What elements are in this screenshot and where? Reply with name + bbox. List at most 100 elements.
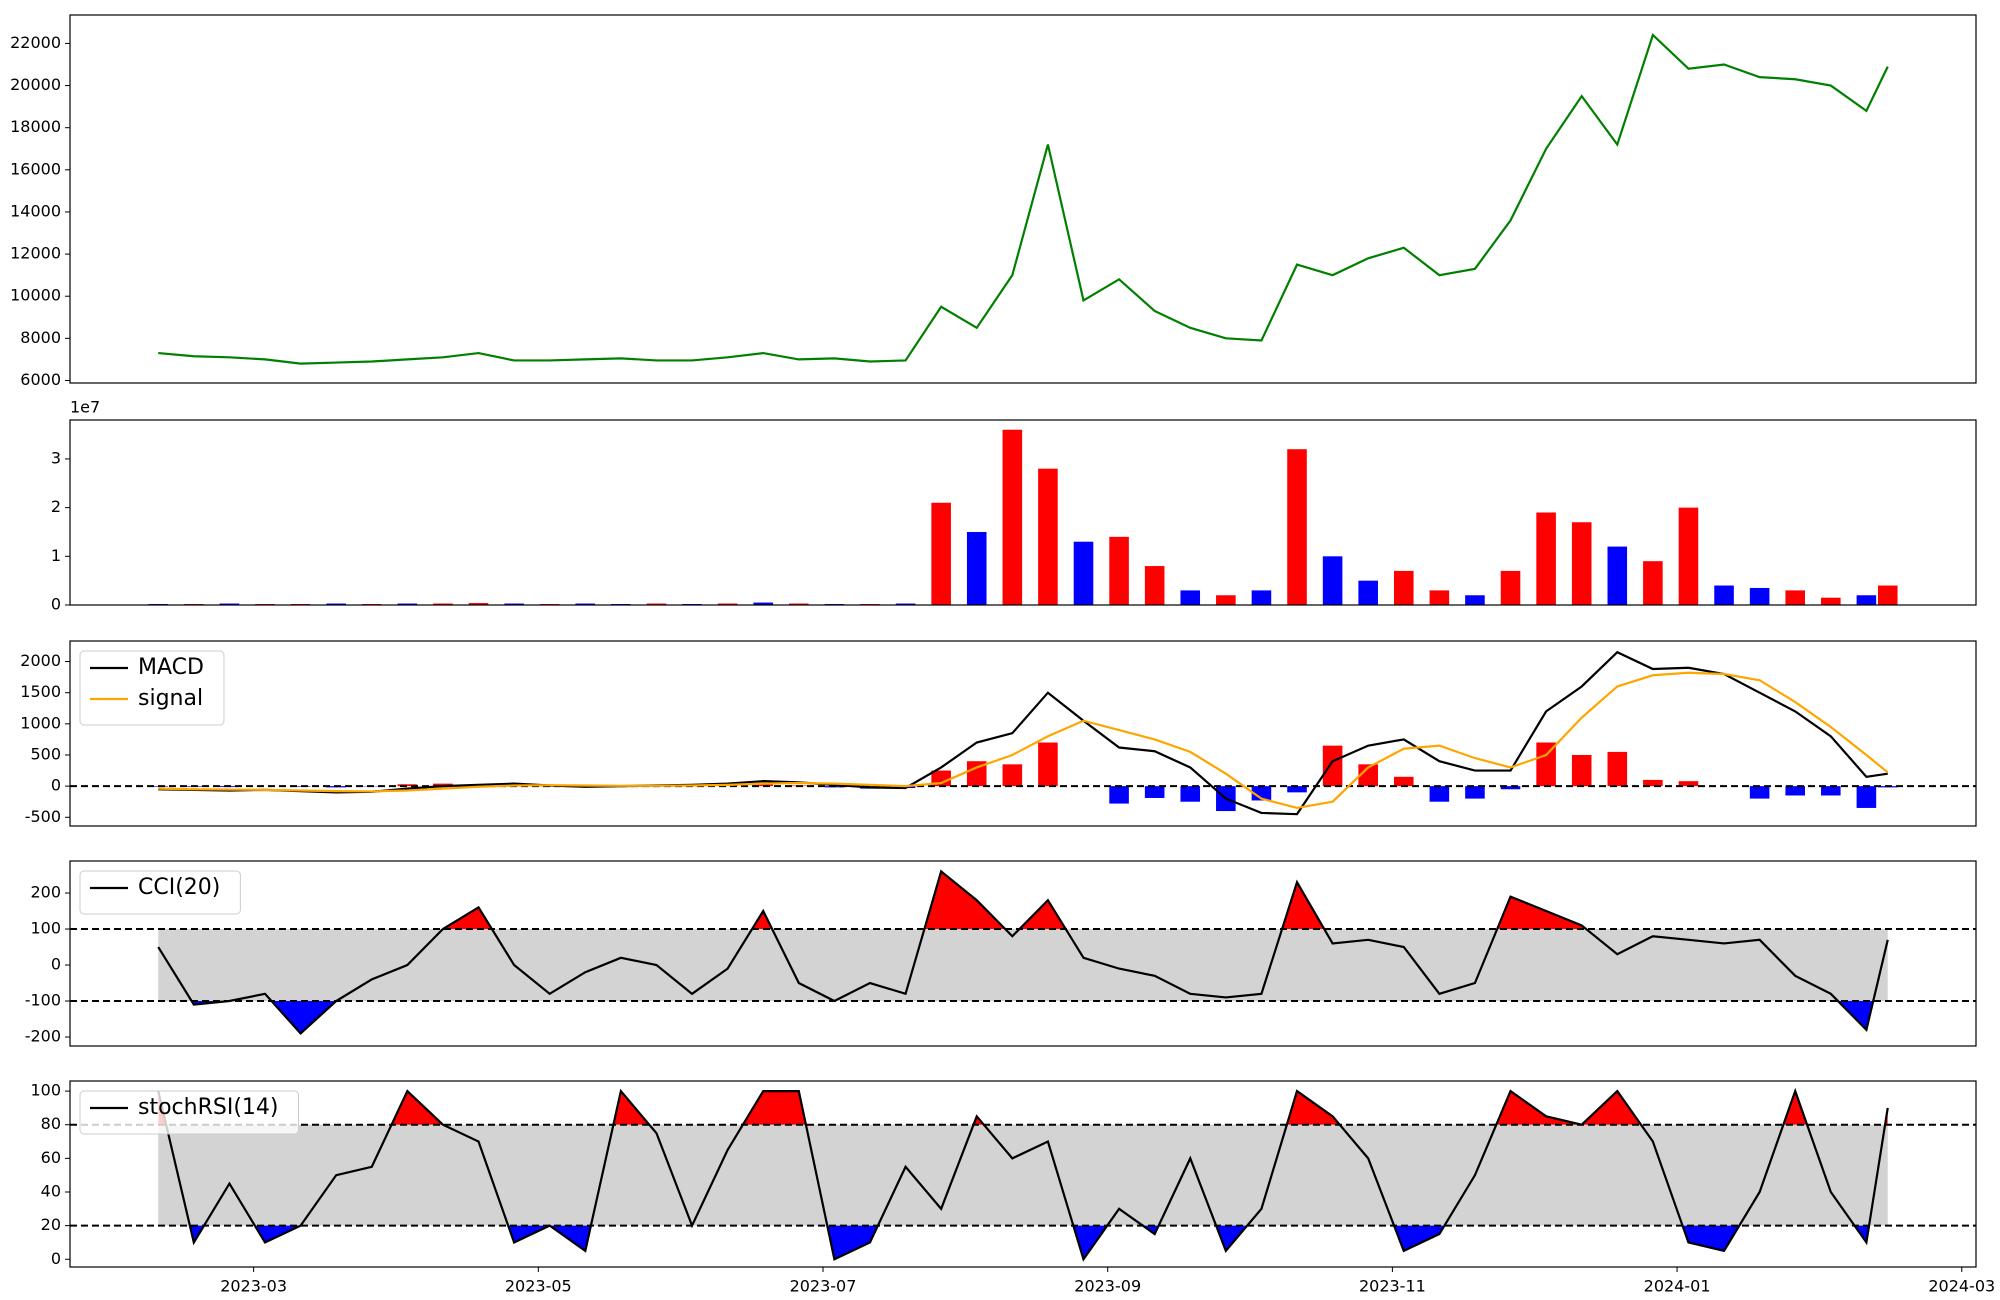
bar: [1678, 507, 1699, 605]
bar: [1785, 590, 1806, 605]
y-tick-label: 200: [30, 883, 61, 902]
bar: [468, 603, 489, 605]
y-tick-label: 100: [30, 919, 61, 938]
bar: [1038, 742, 1058, 787]
bar: [397, 784, 418, 787]
bar: [1002, 429, 1023, 605]
neutral-band: [158, 1124, 1888, 1226]
bar: [1251, 786, 1272, 801]
x-tick-label: 2023-03: [220, 1277, 287, 1296]
bar: [931, 770, 951, 787]
legend-box: [79, 870, 241, 915]
panel: -200 -100 0 100 200 CCI(20): [25, 860, 1977, 1047]
bar: [1785, 786, 1806, 796]
overbought-fill: [158, 1091, 1888, 1125]
line: [157, 1087, 1889, 1262]
y-tick-label: 1000: [20, 713, 61, 732]
bar: [1393, 776, 1414, 787]
bar: [1322, 745, 1343, 787]
bar: [1714, 585, 1734, 605]
x-tick-label: 2023-09: [1074, 1277, 1141, 1296]
y-tick-label: 60: [41, 1148, 61, 1167]
bar: [1038, 468, 1058, 605]
bar: [1216, 595, 1236, 605]
axes-frame: [69, 1080, 1977, 1268]
line: [158, 671, 1889, 810]
y-tick-label: 22000: [10, 33, 61, 52]
bar: [1571, 522, 1592, 605]
bar: [504, 603, 524, 605]
y-tick-label: -200: [25, 1027, 61, 1046]
bar: [966, 531, 987, 605]
bar: [1073, 541, 1094, 605]
y-tick-label: 20000: [10, 75, 61, 94]
bar: [1429, 786, 1450, 802]
y-tick-label: 2: [51, 497, 61, 516]
bar: [1429, 590, 1450, 605]
y-tick-label: -100: [25, 991, 61, 1010]
bar: [895, 603, 916, 605]
y-tick-label: 0: [51, 955, 61, 974]
y-tick-label: 80: [41, 1114, 61, 1133]
bar: [397, 603, 418, 605]
bar: [575, 603, 596, 605]
bar: [1821, 786, 1841, 796]
oversold-fill: [158, 1001, 1888, 1034]
bar: [753, 602, 774, 605]
legend-label: MACD: [138, 655, 204, 680]
bar: [717, 603, 738, 605]
y-tick-label: 3: [51, 448, 61, 467]
bar: [1607, 751, 1628, 787]
bar: [1749, 786, 1770, 799]
legend-label: CCI(20): [138, 875, 220, 900]
legend: stochRSI(14): [79, 1090, 299, 1135]
bar: [1678, 781, 1699, 787]
y-tick-label: 12000: [10, 244, 61, 263]
panel: -500 0 500 1000 1500 2000 MACD signal: [20, 640, 1977, 827]
bar: [1465, 786, 1485, 799]
overbought-fill: [158, 871, 1888, 930]
y-tick-label: 100: [30, 1081, 61, 1100]
x-tick-label: 2023-05: [505, 1277, 572, 1296]
y-tick-label: 0: [51, 595, 61, 614]
bar: [326, 603, 346, 605]
bar: [433, 603, 453, 605]
bar: [1821, 597, 1841, 605]
legend: MACD signal: [79, 650, 225, 726]
bar: [1287, 786, 1307, 793]
bar: [1877, 585, 1898, 605]
x-tick-label: 2023-11: [1359, 1277, 1426, 1296]
bar: [1144, 566, 1165, 605]
bar: [931, 502, 951, 605]
axes-frame: [69, 419, 1977, 606]
y-tick-label: 20: [41, 1215, 61, 1234]
y-tick-label: 14000: [10, 201, 61, 220]
bar: [1500, 570, 1521, 605]
panel: 0 20 40 60 80 100 2023-03 2023-05 2023-07 2023-09…: [30, 1080, 1995, 1296]
bar: [1109, 786, 1129, 804]
line: [158, 650, 1888, 816]
bar: [1358, 764, 1378, 787]
y-tick-label: 8000: [20, 328, 61, 347]
bar: [1536, 512, 1556, 605]
offset-text: 1e7: [70, 398, 100, 417]
bar: [966, 761, 987, 787]
legend-label: stochRSI(14): [138, 1095, 279, 1120]
x-tick-label: 2023-07: [790, 1277, 857, 1296]
neutral-band: [158, 929, 1888, 1002]
panel: 0 1 2 3 1e7: [51, 398, 1977, 614]
legend-box: [79, 650, 225, 726]
legend: CCI(20): [79, 870, 241, 915]
bar: [1002, 764, 1023, 787]
panel: 6000 8000 10000 12000 14000 16000 18000 20000 22…: [10, 14, 1977, 389]
bar: [1607, 546, 1628, 605]
y-tick-label: 1: [51, 546, 61, 565]
y-tick-label: 16000: [10, 159, 61, 178]
y-tick-label: 500: [30, 744, 61, 763]
line: [158, 33, 1889, 365]
axes-frame: [69, 860, 1977, 1047]
bar: [1358, 580, 1378, 605]
bar: [1536, 742, 1556, 787]
bar: [753, 783, 774, 787]
